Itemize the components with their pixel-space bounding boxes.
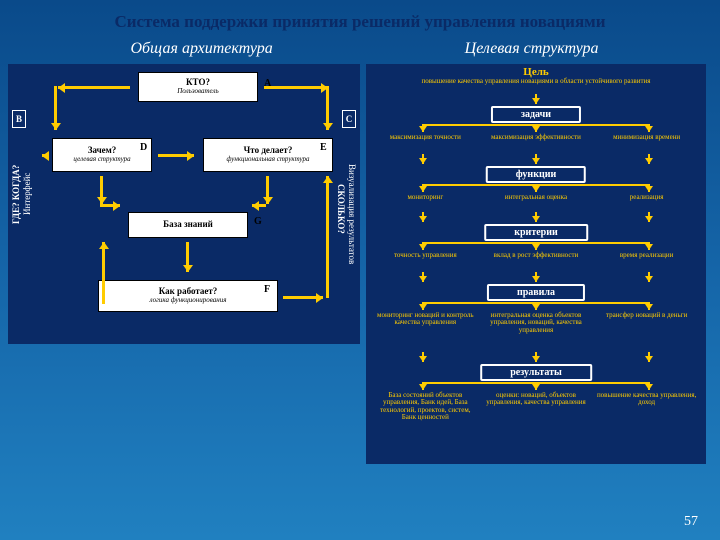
arrow <box>535 212 537 222</box>
cell: трансфер новаций в деньги <box>592 312 702 334</box>
arrow <box>326 86 329 130</box>
arrow <box>535 154 537 164</box>
arrow <box>648 212 650 222</box>
arrow <box>102 242 105 304</box>
header-3: правила <box>487 284 585 301</box>
subtitle-left: Общая архитектура <box>30 40 373 58</box>
architecture-diagram: B ГДЕ? КОГДА? Интерфейс C СКОЛЬКО? Визуа… <box>8 64 360 344</box>
arrow <box>422 272 424 282</box>
arrow <box>422 184 424 192</box>
side-c-title: СКОЛЬКО? <box>336 134 346 284</box>
tag-g: G <box>254 216 262 227</box>
page-number: 57 <box>684 514 698 530</box>
cell: мониторинг новаций и контроль качества у… <box>371 312 481 334</box>
cell: интегральная оценка <box>481 194 591 201</box>
arrow <box>535 382 537 390</box>
arrow <box>648 352 650 362</box>
tag-d: D <box>140 142 147 153</box>
row-2: точность управления вклад в рост эффекти… <box>366 252 706 259</box>
subtitle-right: Целевая структура <box>373 40 690 58</box>
box-f: Как работает? логика функционирования <box>98 280 278 312</box>
row-4: База состояний объектов управления, Банк… <box>366 392 706 421</box>
box-g: База знаний <box>128 212 248 238</box>
arrow <box>535 184 537 192</box>
header-1: функции <box>486 166 586 183</box>
arrow <box>648 124 650 132</box>
side-b-sub: Интерфейс <box>22 134 32 254</box>
side-c-sub: Визуализация результатов <box>346 124 358 304</box>
arrow <box>54 86 57 130</box>
arrow <box>535 242 537 250</box>
cell: интегральная оценка объектов управления,… <box>481 312 591 334</box>
arrow <box>58 86 130 89</box>
cell: База состояний объектов управления, Банк… <box>371 392 481 421</box>
arrow <box>252 204 266 207</box>
arrow <box>535 352 537 362</box>
arrow <box>535 272 537 282</box>
box-a: КТО? Пользователь <box>138 72 258 102</box>
row-0: максимизация точности максимизация эффек… <box>366 134 706 141</box>
arrow <box>42 154 48 157</box>
goal-text: повышение качества управления новациями … <box>366 78 706 86</box>
cell: точность управления <box>371 252 481 259</box>
arrow <box>648 272 650 282</box>
cell: минимизация времени <box>592 134 702 141</box>
arrow <box>422 352 424 362</box>
row-1: мониторинг интегральная оценка реализаци… <box>366 194 706 201</box>
cell: оценки: новаций, объектов управления, ка… <box>481 392 591 421</box>
arrow <box>535 302 537 310</box>
arrow <box>100 176 103 204</box>
arrow <box>326 176 329 298</box>
arrow <box>100 204 120 207</box>
arrow <box>648 302 650 310</box>
arrow <box>648 382 650 390</box>
arrow <box>422 302 424 310</box>
arrow <box>535 94 537 104</box>
box-d: Зачем? целевая структура <box>52 138 152 172</box>
cell: вклад в рост эффективности <box>481 252 591 259</box>
side-b-title: ГДЕ? КОГДА? <box>10 134 22 254</box>
tag-b: B <box>12 110 26 128</box>
arrow <box>535 124 537 132</box>
row-3: мониторинг новаций и контроль качества у… <box>366 312 706 334</box>
arrow <box>648 242 650 250</box>
slide-title: Система поддержки принятия решений управ… <box>0 0 720 32</box>
box-e: Что делает? функциональная структура <box>203 138 333 172</box>
arrow <box>186 242 189 272</box>
tag-f: F <box>264 284 270 295</box>
target-structure: Цель повышение качества управления новац… <box>366 64 706 464</box>
cell: реализация <box>592 194 702 201</box>
cell: мониторинг <box>371 194 481 201</box>
header-0: задачи <box>491 106 581 123</box>
arrow <box>158 154 194 157</box>
arrow <box>264 86 328 89</box>
tag-e: E <box>320 142 327 153</box>
header-4: результаты <box>480 364 592 381</box>
cell: время реализации <box>592 252 702 259</box>
arrow <box>266 176 269 204</box>
arrow <box>648 184 650 192</box>
arrow <box>422 124 424 132</box>
arrow <box>648 154 650 164</box>
arrow <box>422 382 424 390</box>
arrow <box>283 296 323 299</box>
arrow <box>422 242 424 250</box>
arrow <box>422 212 424 222</box>
cell: максимизация точности <box>371 134 481 141</box>
cell: максимизация эффективности <box>481 134 591 141</box>
cell: повышение качества управления, доход <box>592 392 702 421</box>
arrow <box>422 154 424 164</box>
header-2: критерии <box>484 224 588 241</box>
